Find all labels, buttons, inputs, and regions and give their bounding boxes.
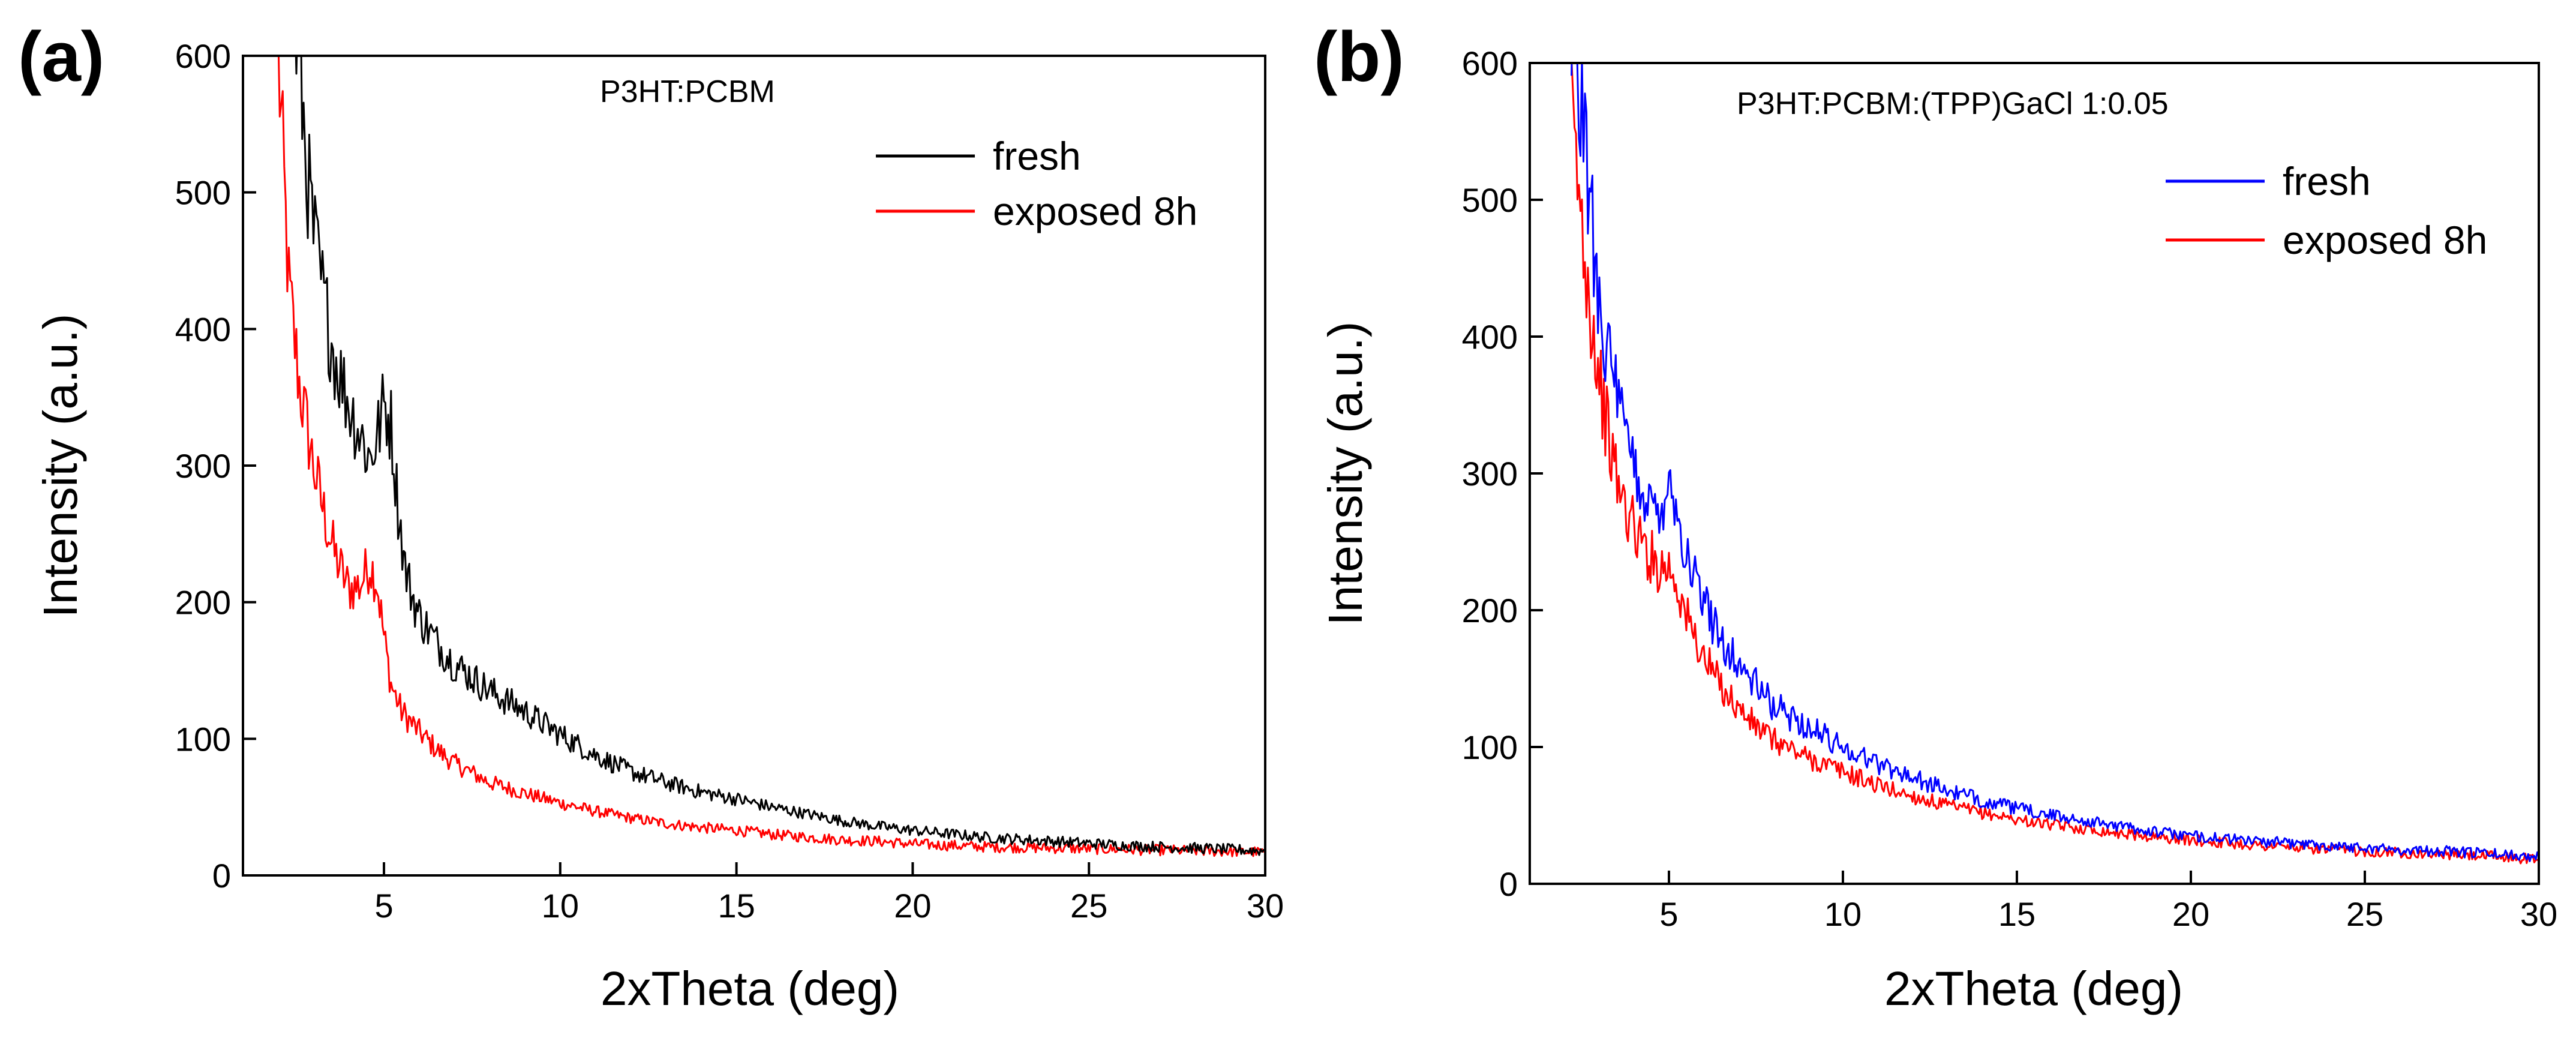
x-tick-label: 10 <box>542 887 579 925</box>
legend-label-exposed: exposed 8h <box>2283 218 2487 262</box>
y-axis-title: Intensity (a.u.) <box>34 314 87 618</box>
x-tick-label: 30 <box>2520 895 2557 933</box>
plot-area-b <box>1571 63 2539 865</box>
series-line <box>277 56 1265 857</box>
legend-label-fresh: fresh <box>2283 159 2371 203</box>
series-line <box>1571 63 2539 862</box>
legend-label-fresh: fresh <box>993 134 1081 178</box>
x-tick-label: 25 <box>1070 887 1107 925</box>
y-tick-label: 0 <box>1499 865 1518 903</box>
x-tick-label: 5 <box>374 887 393 925</box>
y-tick-label: 200 <box>1462 592 1518 629</box>
legend: fresh exposed 8h <box>2166 159 2487 262</box>
plot-frame <box>1529 62 2540 885</box>
y-tick-label: 400 <box>175 310 231 348</box>
y-tick-label: 300 <box>175 447 231 485</box>
y-tick-label: 500 <box>1462 181 1518 219</box>
plot-area-a <box>277 56 1265 857</box>
legend-label-exposed: exposed 8h <box>993 189 1197 233</box>
legend: fresh exposed 8h <box>876 134 1197 233</box>
y-tick-label: 500 <box>175 174 231 212</box>
x-tick-label: 10 <box>1824 895 1862 933</box>
y-tick-label: 200 <box>175 584 231 622</box>
y-tick-label: 0 <box>212 857 231 895</box>
panel-a: (a) P3HT:PCBM 2xTheta (deg) Intensity (a… <box>18 17 1284 1015</box>
x-tick-label: 30 <box>1247 887 1284 925</box>
chart-title: P3HT:PCBM <box>600 74 775 109</box>
series-line <box>295 56 1265 856</box>
panel-label: (b) <box>1314 17 1404 97</box>
x-tick-label: 15 <box>1998 895 2035 933</box>
x-axis-title: 2xTheta (deg) <box>1884 962 2183 1015</box>
x-tick-label: 20 <box>2172 895 2209 933</box>
y-axis-title: Intensity (a.u.) <box>1319 322 1372 626</box>
x-tick-label: 5 <box>1659 895 1678 933</box>
y-tick-label: 600 <box>175 37 231 75</box>
y-tick-label: 600 <box>1462 44 1518 82</box>
chart-title: P3HT:PCBM:(TPP)GaCl 1:0.05 <box>1737 86 2169 121</box>
x-tick-label: 20 <box>894 887 931 925</box>
panel-label: (a) <box>18 17 104 97</box>
x-tick-label: 15 <box>717 887 755 925</box>
x-axis-title: 2xTheta (deg) <box>601 962 899 1015</box>
series-line <box>1571 63 2539 865</box>
y-tick-label: 300 <box>1462 455 1518 493</box>
y-tick-label: 100 <box>175 720 231 758</box>
x-tick-label: 25 <box>2346 895 2383 933</box>
y-tick-label: 100 <box>1462 728 1518 766</box>
y-tick-label: 400 <box>1462 318 1518 356</box>
panel-b: (b) P3HT:PCBM:(TPP)GaCl 1:0.05 2xTheta (… <box>1314 17 2557 1015</box>
